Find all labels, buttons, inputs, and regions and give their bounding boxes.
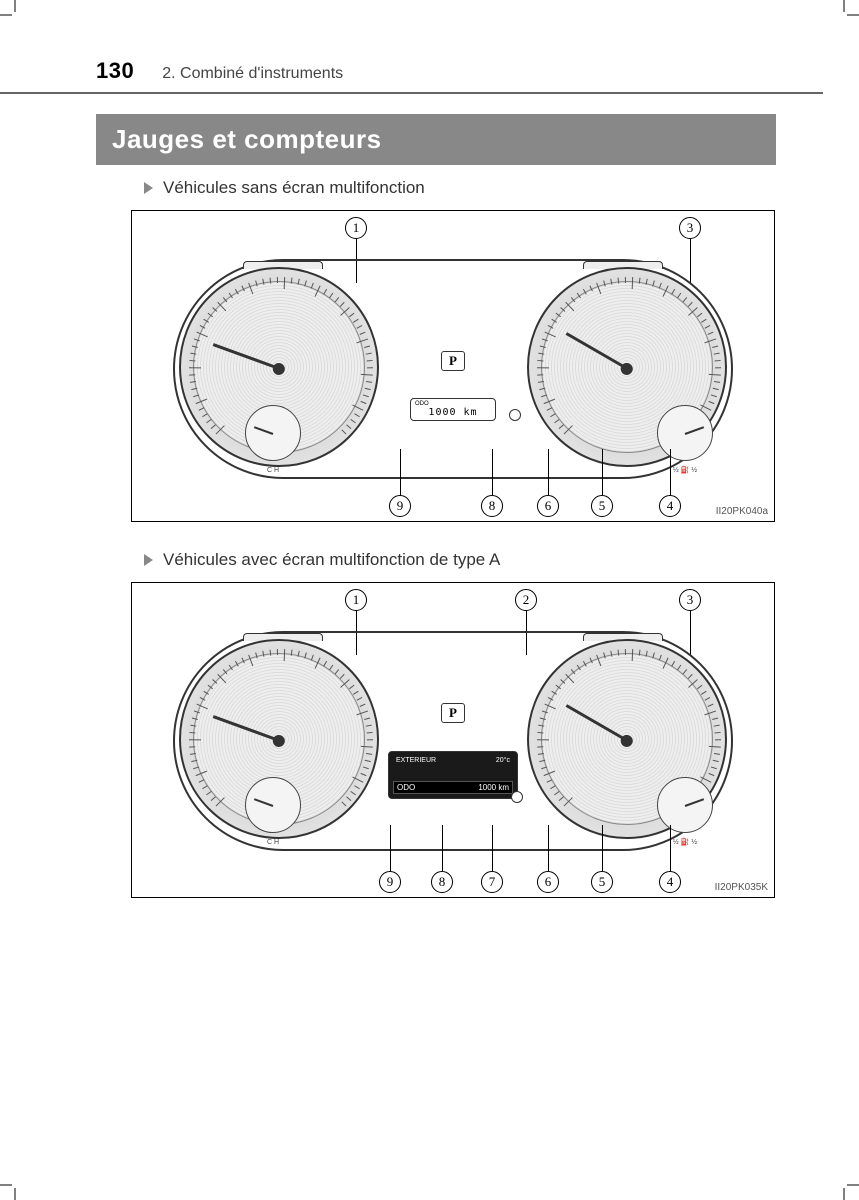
callout-1: 1 [345, 217, 367, 239]
callout-8: 8 [431, 871, 453, 893]
figure-b: 123 C H ½ ⛽ ½ P EXTERIEUR 20°c [131, 582, 775, 898]
instrument-cluster-b: C H ½ ⛽ ½ P EXTERIEUR 20°c ODO 1000 km [173, 631, 733, 851]
temp-gauge: C H [245, 777, 301, 833]
subhead-a-text: Véhicules sans écran multifonction [163, 178, 425, 198]
bullet-triangle-icon [144, 182, 153, 194]
callout-9: 9 [389, 495, 411, 517]
callout-4: 4 [659, 495, 681, 517]
bullet-triangle-icon [144, 554, 153, 566]
callout-8: 8 [481, 495, 503, 517]
leader-line [670, 449, 671, 495]
chapter-title: 2. Combiné d'instruments [162, 65, 343, 83]
fuel-gauge: ½ ⛽ ½ [657, 777, 713, 833]
instrument-cluster-a: C H ½ ⛽ ½ P ODO 1000 km [173, 259, 733, 479]
callout-3: 3 [679, 217, 701, 239]
subhead-a: Véhicules sans écran multifonction [144, 178, 425, 198]
callout-9: 9 [379, 871, 401, 893]
callout-4: 4 [659, 871, 681, 893]
reset-button [509, 409, 521, 421]
page-number: 130 [96, 58, 134, 84]
temp-gauge: C H [245, 405, 301, 461]
odo-display: ODO 1000 km [410, 398, 496, 421]
figure-code-a: II20PK040a [716, 506, 768, 517]
callout-1: 1 [345, 589, 367, 611]
leader-line [602, 449, 603, 495]
section-banner: Jauges et compteurs [96, 114, 776, 165]
callout-7: 7 [481, 871, 503, 893]
subhead-b: Véhicules avec écran multifonction de ty… [144, 550, 500, 570]
leader-line [548, 449, 549, 495]
leader-line [400, 449, 401, 495]
figure-a: 13 C H ½ ⛽ ½ P ODO 1000 km 98654 I [131, 210, 775, 522]
leader-line [390, 825, 391, 871]
leader-line [492, 825, 493, 871]
figure-code-b: II20PK035K [715, 882, 768, 893]
callout-3: 3 [679, 589, 701, 611]
fuel-gauge: ½ ⛽ ½ [657, 405, 713, 461]
gear-indicator: P [441, 703, 465, 723]
callout-5: 5 [591, 495, 613, 517]
multi-display: EXTERIEUR 20°c ODO 1000 km [388, 751, 518, 799]
section-title: Jauges et compteurs [112, 124, 382, 154]
gear-indicator: P [441, 351, 465, 371]
leader-line [548, 825, 549, 871]
callout-5: 5 [591, 871, 613, 893]
subhead-b-text: Véhicules avec écran multifonction de ty… [163, 550, 500, 570]
leader-line [492, 449, 493, 495]
header-rule [0, 92, 823, 94]
callout-6: 6 [537, 495, 559, 517]
leader-line [442, 825, 443, 871]
callout-6: 6 [537, 871, 559, 893]
callout-2: 2 [515, 589, 537, 611]
leader-line [670, 825, 671, 871]
leader-line [602, 825, 603, 871]
page-header: 130 2. Combiné d'instruments [96, 58, 823, 84]
reset-button [511, 791, 523, 803]
